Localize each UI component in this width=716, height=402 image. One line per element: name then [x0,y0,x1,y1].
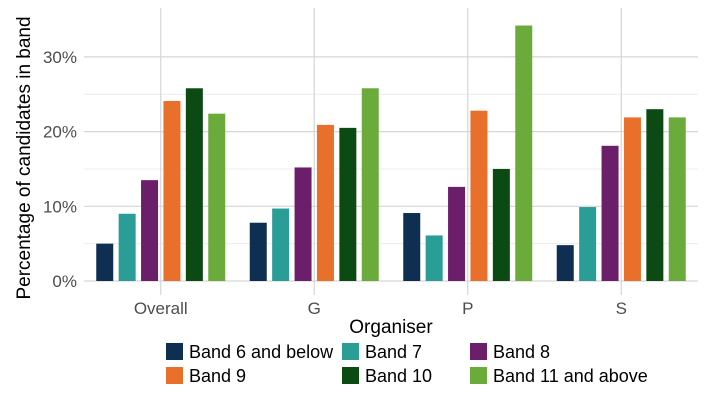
bar [470,110,488,282]
legend-item: Band 6 and below [166,342,334,362]
bar [492,168,510,281]
bar [448,186,466,281]
bar [316,124,334,281]
legend-label: Band 8 [493,342,550,362]
bar [361,88,379,281]
bar [623,117,641,281]
x-tick-label: G [308,299,321,318]
bar [515,25,533,281]
bar [208,113,226,281]
bar [556,245,574,281]
x-tick-label: S [616,299,627,318]
x-tick-label: P [462,299,473,318]
legend: Band 6 and below Band 7 Band 8 Band 9 Band 1… [166,342,648,386]
legend-label: Band 7 [365,342,422,362]
bar [249,222,267,281]
bar [294,167,312,281]
bar [579,207,597,281]
y-tick-label: 20% [43,123,77,142]
bar [668,117,686,281]
bar [601,145,619,281]
bar [646,109,664,281]
legend-label: Band 9 [189,366,246,386]
x-axis-title: Organiser [349,317,433,338]
bar [403,213,421,281]
y-tick-label: 30% [43,48,77,67]
legend-label: Band 11 and above [493,366,648,386]
x-axis-ticks: Overall G P S [134,299,627,318]
y-tick-label: 0% [52,272,77,291]
legend-item: Band 11 and above [470,366,648,386]
legend-swatch [166,343,183,360]
bar [185,88,203,281]
bar [118,213,136,281]
legend-item: Band 7 [342,342,422,362]
legend-item: Band 10 [342,366,432,386]
legend-swatch [470,367,487,384]
y-axis-title: Percentage of candidates in band [14,16,35,299]
bar [339,127,357,282]
legend-swatch [166,367,183,384]
bar [96,243,114,281]
legend-swatch [342,367,359,384]
y-axis-ticks: 0% 10% 20% 30% [43,48,77,291]
legend-swatch [342,343,359,360]
legend-item: Band 8 [470,342,550,362]
legend-swatch [470,343,487,360]
bar [163,100,181,282]
y-tick-label: 10% [43,197,77,216]
bar [141,180,159,281]
legend-label: Band 6 and below [189,342,334,362]
legend-label: Band 10 [365,366,432,386]
legend-item: Band 9 [166,366,246,386]
bars [96,25,686,282]
bar [272,208,290,281]
x-tick-label: Overall [134,299,188,318]
bar [425,235,443,281]
